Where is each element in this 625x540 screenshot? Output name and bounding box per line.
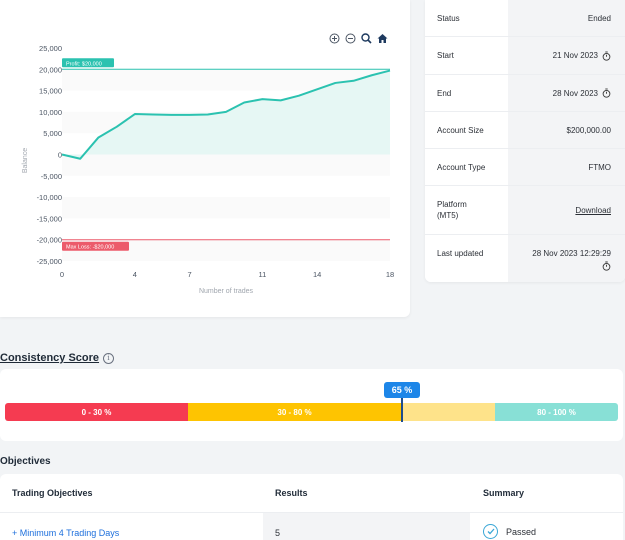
y-tick-label: 25,000 <box>39 44 62 53</box>
last-updated-value-cell: 28 Nov 2023 12:29:29 <box>508 235 625 282</box>
objective-min-trading-days-link[interactable]: + Minimum 4 Trading Days <box>12 528 120 538</box>
objectives-table: Trading Objectives Results Summary + Min… <box>0 474 623 540</box>
start-value: 21 Nov 2023 <box>552 51 598 60</box>
y-tick-label: 10,000 <box>39 108 62 117</box>
consistency-score-heading: Consistency Score i <box>0 352 115 364</box>
x-tick-label: 7 <box>187 270 191 279</box>
y-tick-label: -20,000 <box>37 236 62 245</box>
last-updated-label: Last updated <box>425 235 508 282</box>
col-trading-objectives: Trading Objectives <box>12 488 93 498</box>
info-row-start: Start 21 Nov 2023 <box>425 37 625 75</box>
grid-band <box>62 154 390 176</box>
segment-high: 80 - 100 % <box>495 403 618 421</box>
consistency-score-bar: 0 - 30 % 30 - 80 % 80 - 100 % <box>5 403 618 421</box>
summary-status: Passed <box>506 526 537 537</box>
info-row-status: Status Ended <box>425 0 625 37</box>
account-size-label: Account Size <box>425 112 508 148</box>
y-tick-label: -15,000 <box>37 214 62 223</box>
info-row-account-size: Account Size $200,000.00 <box>425 112 625 149</box>
end-value: 28 Nov 2023 <box>552 88 598 98</box>
account-type-value: FTMO <box>508 149 625 185</box>
score-badge: 65 % <box>384 382 420 398</box>
grid-band <box>62 197 390 219</box>
loss-label: Max Loss: -$20,000 <box>66 245 114 251</box>
x-tick-label: 18 <box>386 270 394 279</box>
stopwatch-icon <box>602 51 611 61</box>
y-tick-label: -5,000 <box>41 172 62 181</box>
platform-label: Platform (MT5) <box>425 186 508 234</box>
consistency-score-card: 0 - 30 % 30 - 80 % 80 - 100 % <box>0 369 623 441</box>
table-row: + Minimum 4 Trading Days 5 Passed <box>0 513 623 540</box>
y-tick-label: 20,000 <box>39 65 62 74</box>
header-divider <box>0 512 623 513</box>
info-icon[interactable]: i <box>103 352 115 364</box>
status-label: Status <box>425 0 508 36</box>
check-circle-icon <box>483 524 498 539</box>
segment-mid: 30 - 80 % <box>188 403 401 421</box>
summary-cell: Passed <box>483 524 536 539</box>
zoom-in-icon[interactable] <box>328 32 340 44</box>
col-results: Results <box>275 488 308 498</box>
profit-label: Profit: $20,000 <box>66 61 102 67</box>
y-tick-label: 5,000 <box>43 129 62 138</box>
info-row-account-type: Account Type FTMO <box>425 149 625 186</box>
y-tick-label: 0 <box>58 151 62 160</box>
grid-band <box>62 239 390 261</box>
balance-chart[interactable]: 25,000 20,000 15,000 10,000 5,000 0 -5,000 -10,… <box>0 0 410 317</box>
y-axis-label: Balance <box>22 148 29 173</box>
score-marker <box>401 398 403 422</box>
end-label: End <box>425 75 508 111</box>
x-axis-label: Number of trades <box>199 288 254 295</box>
balance-chart-card: 25,000 20,000 15,000 10,000 5,000 0 -5,000 -10,… <box>0 0 410 317</box>
magnifier-icon[interactable] <box>360 32 372 44</box>
objectives-title: Objectives <box>0 456 51 467</box>
segment-low: 0 - 30 % <box>5 403 188 421</box>
platform-value-cell: Download <box>508 186 625 234</box>
info-row-last-updated: Last updated 28 Nov 2023 12:29:29 <box>425 235 625 282</box>
balance-series-line <box>61 69 391 160</box>
x-tick-label: 11 <box>259 270 267 279</box>
start-value-cell: 21 Nov 2023 <box>508 37 625 74</box>
segment-mid-upper <box>401 403 495 421</box>
consistency-score-title: Consistency Score <box>0 352 100 364</box>
loss-label-bg <box>62 241 129 251</box>
y-tick-label: 15,000 <box>39 87 62 96</box>
x-tick-label: 4 <box>133 270 137 279</box>
start-label: Start <box>425 37 508 74</box>
info-row-end: End 28 Nov 2023 <box>425 75 625 112</box>
status-value: Ended <box>508 0 625 36</box>
zoom-out-icon[interactable] <box>344 32 356 44</box>
profit-label-bg <box>62 58 114 68</box>
home-icon[interactable] <box>376 32 388 44</box>
col-summary: Summary <box>483 488 525 498</box>
grid-band <box>62 69 390 91</box>
stopwatch-icon <box>602 88 611 98</box>
result-value: 5 <box>275 528 281 538</box>
result-cell: 5 <box>263 513 470 540</box>
chart-toolbar <box>328 32 388 44</box>
account-size-value: $200,000.00 <box>508 112 625 148</box>
last-updated-value: 28 Nov 2023 12:29:29 <box>532 249 611 258</box>
x-tick-label: 0 <box>60 270 64 279</box>
end-value-cell: 28 Nov 2023 <box>508 75 625 111</box>
download-link[interactable]: Download <box>575 205 611 215</box>
y-tick-label: -10,000 <box>37 193 62 202</box>
account-info-table: Status Ended Start 21 Nov 2023 End 28 No… <box>425 0 625 282</box>
info-row-platform: Platform (MT5) Download <box>425 186 625 235</box>
x-tick-label: 14 <box>313 270 321 279</box>
account-type-label: Account Type <box>425 149 508 185</box>
stopwatch-icon <box>602 261 611 271</box>
y-tick-label: -25,000 <box>37 257 62 266</box>
